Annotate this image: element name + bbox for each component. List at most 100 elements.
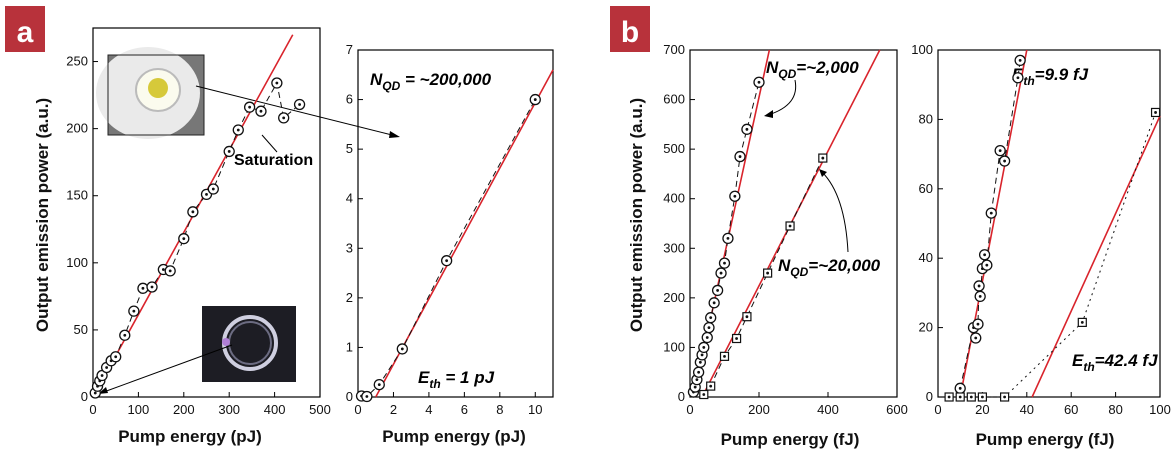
a-left-series-0-point-dot xyxy=(298,103,301,106)
b-left-ytick-label: 200 xyxy=(663,290,685,305)
b-left-series-0-point-dot xyxy=(709,316,713,320)
a-right-series-0-point-dot xyxy=(377,383,381,387)
b-right-series-1-point-dot xyxy=(947,395,951,399)
b-left-xtick-label: 200 xyxy=(748,402,770,417)
b-left-series-0-point-dot xyxy=(707,326,711,329)
b-left-series-1-point-dot xyxy=(723,354,726,358)
inset-bright-core xyxy=(148,78,168,98)
b-left-series-1-point-dot xyxy=(702,393,706,396)
b-left-arrow-20000 xyxy=(821,171,849,253)
b-left-ytick-label: 600 xyxy=(663,92,685,107)
a-left-plot: 0 100 200 300 400 500 0 50 100 150 200 250 xyxy=(66,27,331,417)
b-left-series-0-point-dot xyxy=(700,353,704,357)
b-right-series-0-point-dot xyxy=(1003,159,1006,163)
a-right-ytick-label: 2 xyxy=(346,290,353,305)
b-left-series-1-point-dot xyxy=(766,271,770,275)
a-left-series-0-point-dot xyxy=(236,128,240,132)
saturation-bracket xyxy=(261,134,278,153)
b-left-series-1-line xyxy=(703,157,824,395)
b-right-ytick-label: 0 xyxy=(926,389,933,404)
b-left-xtick-label: 600 xyxy=(886,402,908,417)
a-right-ytick-label: 1 xyxy=(346,339,353,354)
b-left-ytick-label: 700 xyxy=(663,42,685,57)
b-right-ytick-label: 60 xyxy=(919,181,933,196)
inset-ring-spot xyxy=(222,338,230,346)
inset-arrow-bright-head xyxy=(389,131,400,138)
b-right-xtick-label: 80 xyxy=(1108,402,1122,417)
a-right-ytick-label: 3 xyxy=(346,240,353,255)
inset-arrow-ring xyxy=(100,344,233,394)
panel-label-a: a xyxy=(17,16,34,49)
b-right-series-1-point-dot xyxy=(958,395,962,399)
b-right-series-1-point-dot xyxy=(981,395,984,399)
b-left-ytick-label: 500 xyxy=(663,141,685,156)
inset-bright-frame xyxy=(107,54,205,136)
a-left-series-0-point-dot xyxy=(275,81,279,85)
a-left-xtick-label: 0 xyxy=(89,402,96,417)
b-right-series-0-point-dot xyxy=(976,322,980,326)
panel-badge-b: b xyxy=(610,6,650,52)
b-left-xtick-label: 0 xyxy=(686,402,693,417)
b-right-series-0-point-dot xyxy=(978,294,982,298)
b-left-series-1-point-dot xyxy=(788,224,792,228)
b-right-series-0-point-dot xyxy=(977,284,981,288)
b-left-series-0-point-dot xyxy=(757,80,761,84)
panel-label-b: b xyxy=(621,16,639,49)
a-left-series-0-point-dot xyxy=(132,309,136,313)
a-left-series-0-point-dot xyxy=(93,391,97,395)
a-right-plot: 0 2 4 6 8 10 0 1 2 3 4 5 6 7 xyxy=(346,42,554,417)
a-right-frame xyxy=(357,49,554,398)
a-left-series-0-point-dot xyxy=(182,237,186,241)
b-right-series-1-point-dot xyxy=(1154,111,1157,114)
a-left-series-0-point-dot xyxy=(161,268,165,271)
a-right-xtick-label: 2 xyxy=(390,402,397,417)
b-left-series-0-point-dot xyxy=(733,194,737,198)
b-left-series-1-point-dot xyxy=(821,156,825,160)
a-left-xtick-label: 300 xyxy=(218,402,240,417)
b-left-ytick-label: 300 xyxy=(663,240,685,255)
b-right-series-0-point-dot xyxy=(1016,76,1020,80)
a-left-ytick-label: 100 xyxy=(66,255,88,270)
a-left-series-0-point-dot xyxy=(100,374,104,377)
b-right-ytick-label: 20 xyxy=(919,320,933,335)
a-right-nqd-label: NQD = ~200,000 xyxy=(370,70,492,93)
panel-badge-a: a xyxy=(5,6,45,52)
b-left-series-0-point-dot xyxy=(705,336,709,339)
a-left-series-0-point-dot xyxy=(191,210,195,214)
b-right-series-0-point-dot xyxy=(985,263,989,267)
b-right-series-0-point-dot xyxy=(958,386,962,390)
b-left-arrow-20000-head xyxy=(819,169,827,177)
b-left-ytick-label: 400 xyxy=(663,191,685,206)
saturation-label: Saturation xyxy=(234,152,313,169)
b-left-xtick-label: 400 xyxy=(817,402,839,417)
a-right-series-0-line xyxy=(361,99,536,398)
a-left-ytick-label: 250 xyxy=(66,54,88,69)
b-right-ytick-label: 40 xyxy=(919,250,933,265)
b-right-fit-line-1 xyxy=(1031,115,1161,398)
a-left-series-0-point-dot xyxy=(211,187,215,191)
a-right-xtick-label: 6 xyxy=(461,402,468,417)
a-left-ytick-label: 200 xyxy=(66,121,88,136)
a-right-series-0-point-dot xyxy=(365,395,369,398)
b-left-series-0-point-dot xyxy=(719,271,723,275)
a-left-xtick-label: 100 xyxy=(128,402,150,417)
b-right-series-1-point-dot xyxy=(969,395,973,399)
a-right-ytick-label: 5 xyxy=(346,141,353,156)
a-right-ytick-label: 7 xyxy=(346,42,353,57)
a-left-series-0-point-dot xyxy=(123,333,127,337)
b-right-xtick-label: 100 xyxy=(1149,402,1171,417)
a-left-xtick-label: 200 xyxy=(173,402,195,417)
b-left-frame xyxy=(689,49,898,398)
a-right-ytick-label: 0 xyxy=(346,389,353,404)
b-right-xtick-label: 20 xyxy=(975,402,989,417)
a-left-series-0-point-dot xyxy=(150,285,154,289)
a-left-series-0-point-dot xyxy=(105,366,109,369)
a-left-series-0-point-dot xyxy=(259,109,263,113)
b-right-plot: 0 20 40 60 80 100 0 20 40 60 80 100 xyxy=(911,42,1171,417)
b-right-series-1-point-dot xyxy=(1080,320,1084,324)
b-left-series-0-point-dot xyxy=(712,301,716,305)
a-right-xtick-label: 0 xyxy=(354,402,361,417)
b-right-series-0-line xyxy=(959,60,1021,389)
inset-microdisk-bright xyxy=(96,47,205,139)
b-left-series-0-point-dot xyxy=(745,127,749,131)
